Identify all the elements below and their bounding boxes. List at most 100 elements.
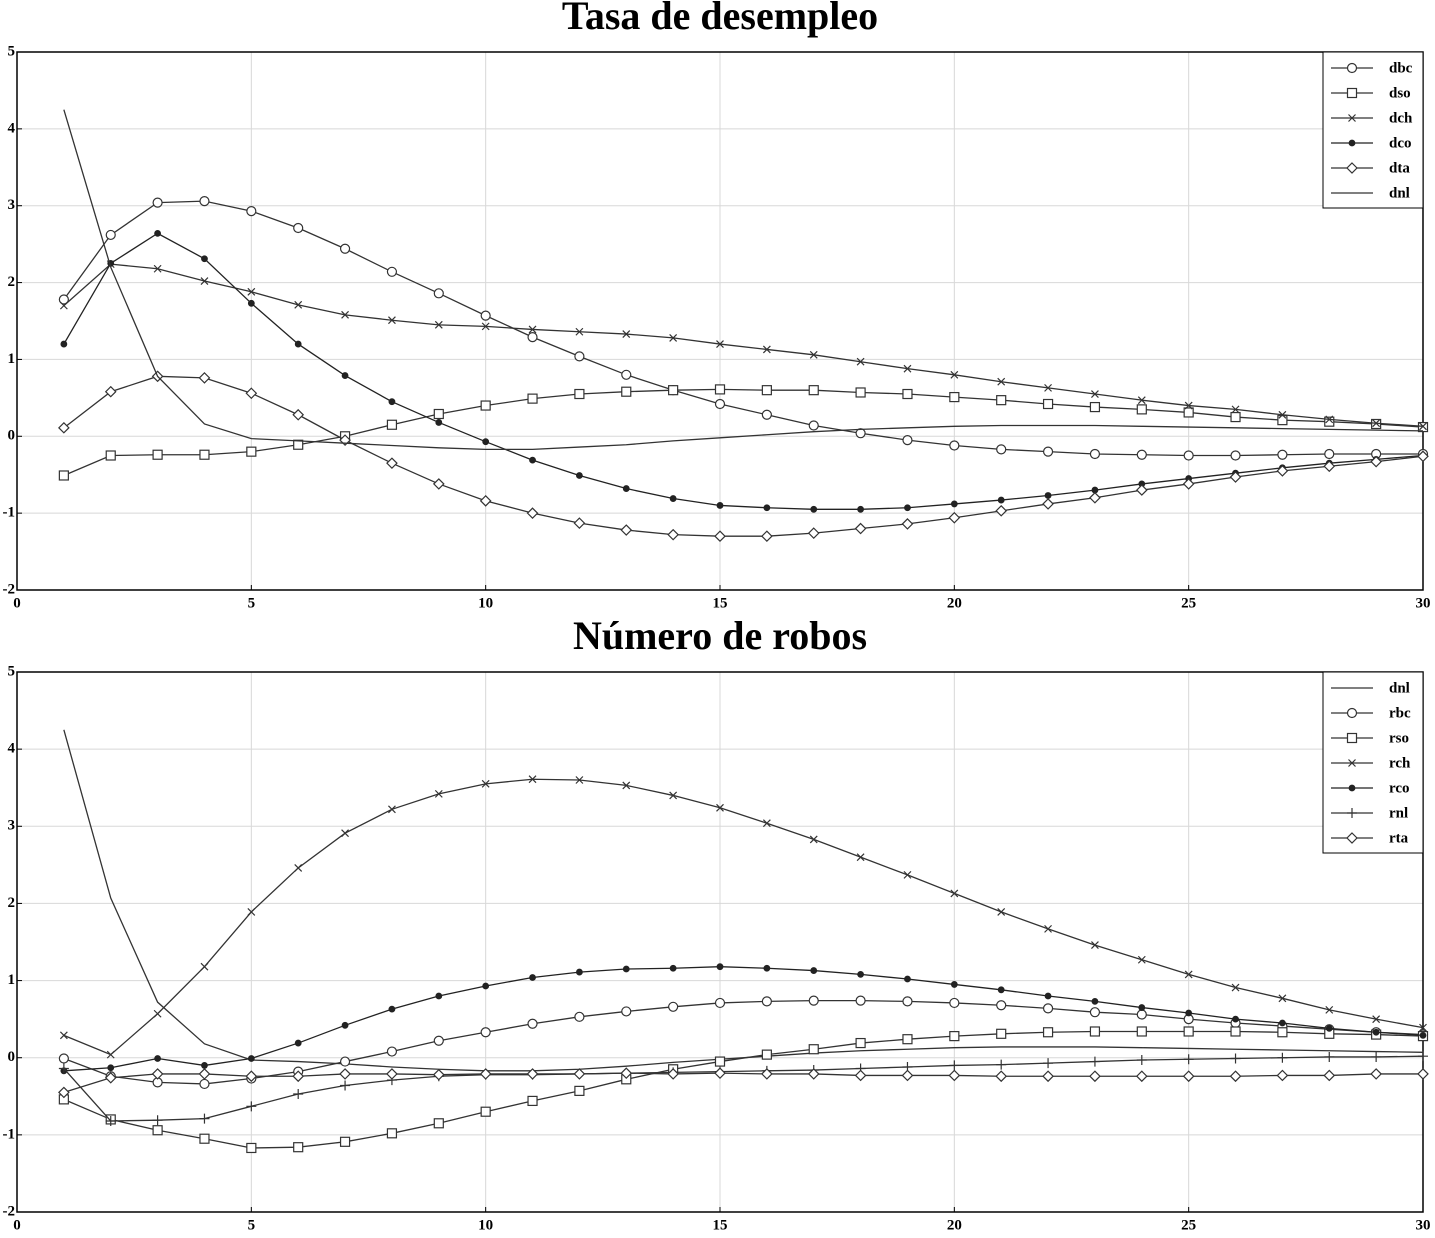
legend-marker <box>1348 139 1356 147</box>
marker <box>1325 415 1334 424</box>
marker <box>246 446 257 457</box>
marker <box>388 398 396 406</box>
marker <box>153 264 162 273</box>
marker <box>669 333 678 342</box>
marker <box>246 205 257 217</box>
marker <box>59 301 68 310</box>
marker <box>1418 1051 1428 1062</box>
marker <box>526 507 539 519</box>
marker <box>1277 415 1288 426</box>
marker <box>245 1070 258 1083</box>
y-tick-label: 0 <box>8 1049 16 1065</box>
marker <box>199 1133 210 1144</box>
y-tick-label: 4 <box>8 120 16 136</box>
marker <box>1137 955 1146 964</box>
marker <box>434 789 443 798</box>
marker <box>527 332 538 343</box>
series-line <box>63 388 1424 477</box>
marker <box>857 971 864 978</box>
marker <box>1182 478 1195 490</box>
x-tick-label: 25 <box>1181 1217 1196 1233</box>
chart-title: Número de robos <box>573 613 867 658</box>
marker <box>58 294 69 305</box>
marker <box>1042 498 1054 510</box>
series-line <box>63 200 1423 457</box>
marker <box>763 964 771 972</box>
marker <box>1277 449 1288 460</box>
marker <box>1230 1026 1241 1037</box>
legend-marker <box>1348 759 1356 767</box>
marker <box>1276 465 1289 477</box>
legend-label: dco <box>1389 135 1412 151</box>
marker <box>576 968 583 976</box>
marker <box>1324 416 1335 427</box>
marker <box>1136 1055 1147 1066</box>
marker <box>1370 455 1382 468</box>
marker <box>199 1078 210 1090</box>
marker <box>480 400 491 411</box>
legend-label: dta <box>1389 160 1410 176</box>
marker <box>58 470 69 481</box>
y-tick-label: -1 <box>3 1126 16 1142</box>
marker <box>105 450 116 461</box>
x-tick-label: 10 <box>478 595 493 611</box>
marker <box>716 502 724 509</box>
marker <box>622 965 630 973</box>
x-tick-label: 0 <box>13 1217 21 1233</box>
series-line <box>63 232 1424 510</box>
legend-marker <box>1346 732 1358 744</box>
y-tick-label: 4 <box>8 741 16 757</box>
marker <box>434 320 443 329</box>
marker <box>1089 1070 1101 1083</box>
marker <box>106 1050 115 1059</box>
marker <box>480 1027 491 1038</box>
series-line <box>63 999 1424 1085</box>
marker <box>621 386 632 397</box>
marker <box>995 504 1008 517</box>
y-tick-label: -1 <box>3 505 16 521</box>
x-tick-label: 30 <box>1416 595 1431 611</box>
marker <box>107 1064 115 1072</box>
marker <box>949 1060 960 1071</box>
marker <box>1137 396 1146 405</box>
marker <box>669 495 677 502</box>
marker <box>763 504 771 512</box>
marker <box>293 439 304 450</box>
marker <box>622 485 630 492</box>
marker <box>762 345 771 354</box>
marker <box>808 995 819 1006</box>
marker <box>810 967 818 974</box>
marker <box>810 505 818 513</box>
marker <box>247 287 256 296</box>
marker <box>1276 1069 1289 1082</box>
marker <box>1371 1051 1382 1062</box>
marker <box>1417 1068 1429 1080</box>
marker <box>105 1115 116 1126</box>
marker <box>1417 450 1429 463</box>
marker <box>996 395 1007 406</box>
marker <box>620 1067 633 1079</box>
marker <box>716 340 724 348</box>
marker <box>669 964 677 972</box>
marker <box>480 1106 491 1117</box>
marker <box>1042 446 1054 457</box>
y-tick-label: 2 <box>8 274 16 290</box>
marker <box>1091 390 1099 398</box>
marker <box>904 975 911 983</box>
series-line <box>63 966 1424 1072</box>
marker <box>482 438 490 446</box>
marker <box>153 1009 162 1018</box>
marker <box>1278 410 1287 419</box>
y-tick-label: 3 <box>8 197 16 213</box>
marker <box>809 350 818 359</box>
marker <box>950 370 959 379</box>
marker <box>246 1142 257 1154</box>
marker <box>527 1018 538 1029</box>
marker <box>714 384 726 395</box>
marker <box>1089 401 1101 413</box>
marker <box>1372 1028 1380 1036</box>
marker <box>1042 398 1054 410</box>
marker <box>901 518 914 530</box>
legend-label: dbc <box>1389 60 1413 76</box>
marker <box>386 1046 398 1057</box>
